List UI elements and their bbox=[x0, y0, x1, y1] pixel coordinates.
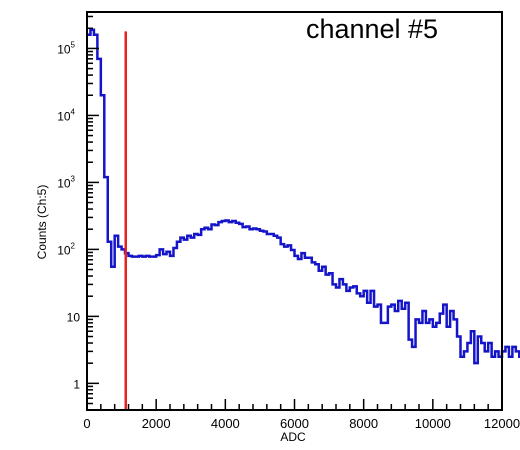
chart-title: channel #5 bbox=[306, 14, 438, 44]
y-tick-label: 1 bbox=[73, 377, 80, 391]
x-tick-label: 10000 bbox=[415, 416, 451, 431]
y-tick-label: 10 bbox=[67, 310, 81, 324]
x-tick-label: 4000 bbox=[211, 416, 240, 431]
x-tick-label: 12000 bbox=[484, 416, 520, 431]
x-tick-label: 6000 bbox=[280, 416, 309, 431]
x-tick-label: 8000 bbox=[349, 416, 378, 431]
plot-marks bbox=[87, 28, 520, 410]
plot-frame bbox=[86, 11, 503, 411]
x-tick-label: 2000 bbox=[142, 416, 171, 431]
x-axis-title: ADC bbox=[280, 430, 306, 444]
y-axis-title: Counts (Ch:5) bbox=[35, 185, 49, 260]
y-tick-label: 102 bbox=[57, 241, 75, 257]
histogram-series-0 bbox=[87, 28, 520, 365]
axes: 0 2000 4000 6000 8000 10000 12000 1 10 102 103 104 1… bbox=[57, 11, 520, 431]
x-tick-label: 0 bbox=[83, 416, 90, 431]
y-tick-label: 103 bbox=[57, 174, 75, 190]
y-tick-label: 104 bbox=[57, 107, 75, 123]
y-tick-label: 105 bbox=[57, 40, 75, 56]
